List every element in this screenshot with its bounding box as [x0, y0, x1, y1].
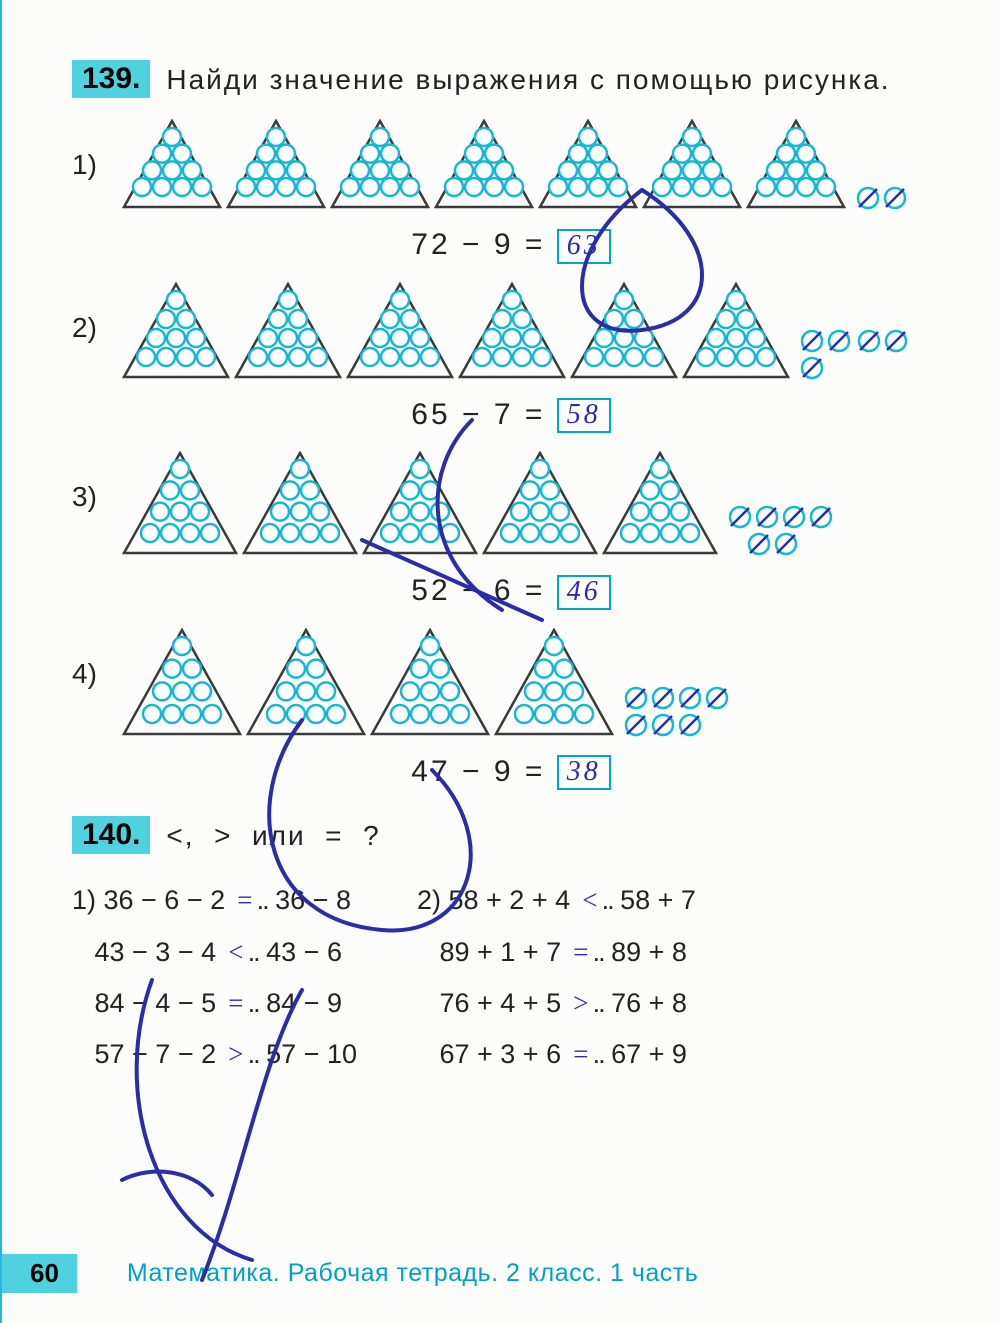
crossed-circle-icon	[747, 532, 771, 556]
extra-circles	[728, 505, 848, 560]
page-number: 60	[2, 1254, 77, 1293]
equation: 72 − 9 = 63	[72, 228, 950, 263]
task-140-header: 140. <, > или = ?	[72, 816, 950, 855]
triangle-icon	[226, 119, 326, 209]
crossed-circle-icon	[651, 713, 675, 737]
footer-text: Математика. Рабочая тетрадь. 2 класс. 1 …	[127, 1259, 698, 1288]
crossed-circle-icon	[857, 329, 881, 353]
equation: 47 − 9 = 38	[72, 755, 950, 790]
triangle-icon	[642, 119, 742, 209]
triangle-icon	[434, 119, 534, 209]
compare-row: 2) 58 + 2 + 4 <.. 58 + 7	[417, 875, 696, 926]
triangle-icon	[346, 282, 454, 379]
triangle-icon	[538, 119, 638, 209]
compare-op[interactable]: <	[224, 927, 248, 978]
subtask-label: 1)	[72, 119, 122, 181]
compare-op[interactable]: =	[224, 978, 248, 1029]
subtask-label: 2)	[72, 282, 122, 344]
triangle-icon	[122, 628, 242, 736]
crossed-circle-icon	[827, 329, 851, 353]
compare-row: 76 + 4 + 5 >.. 76 + 8	[417, 978, 696, 1029]
compare-op[interactable]: =	[569, 1029, 593, 1080]
answer-box[interactable]: 58	[557, 398, 611, 433]
equation: 65 − 7 = 58	[72, 398, 950, 433]
triangle-icon	[746, 119, 846, 209]
crossed-circle-icon	[624, 713, 648, 737]
compare-op[interactable]: =	[569, 927, 593, 978]
subtask-row: 3)	[72, 451, 950, 560]
page-footer: 60 Математика. Рабочая тетрадь. 2 класс.…	[2, 1254, 1000, 1293]
triangle-row	[122, 282, 920, 384]
task-prompt: Найди значение выражения с помощью рисун…	[166, 60, 890, 99]
crossed-circle-icon	[883, 186, 907, 210]
triangle-row	[122, 628, 744, 741]
compare-row: 43 − 3 − 4 <.. 43 − 6	[72, 927, 357, 978]
triangle-icon	[458, 282, 566, 379]
answer-box[interactable]: 38	[557, 755, 611, 790]
crossed-circle-icon	[624, 686, 648, 710]
crossed-circle-icon	[800, 329, 824, 353]
crossed-circle-icon	[800, 356, 824, 380]
task-139-items: 1) 72 − 9 = 63 2)	[72, 119, 950, 790]
triangle-icon	[494, 628, 614, 736]
compare-row: 57 − 7 − 2 >.. 57 − 10	[72, 1029, 357, 1080]
crossed-circle-icon	[678, 713, 702, 737]
compare-op[interactable]: >	[224, 1029, 248, 1080]
task-number-badge: 140.	[72, 816, 150, 854]
compare-op[interactable]: =	[233, 875, 257, 926]
triangle-icon	[482, 451, 598, 555]
triangle-icon	[570, 282, 678, 379]
triangle-icon	[370, 628, 490, 736]
crossed-circle-icon	[755, 505, 779, 529]
crossed-circle-icon	[651, 686, 675, 710]
triangle-icon	[242, 451, 358, 555]
compare-row: 67 + 3 + 6 =.. 67 + 9	[417, 1029, 696, 1080]
triangle-icon	[246, 628, 366, 736]
triangle-icon	[122, 119, 222, 209]
crossed-circle-icon	[728, 505, 752, 529]
compare-row: 89 + 1 + 7 =.. 89 + 8	[417, 927, 696, 978]
triangle-icon	[234, 282, 342, 379]
triangle-icon	[330, 119, 430, 209]
compare-row: 1) 36 − 6 − 2 =.. 36 − 8	[72, 875, 357, 926]
subtask-row: 4)	[72, 628, 950, 741]
extra-circles	[624, 686, 744, 741]
triangle-icon	[122, 282, 230, 379]
task-number-badge: 139.	[72, 60, 150, 98]
subtask-label: 4)	[72, 628, 122, 690]
crossed-circle-icon	[856, 186, 880, 210]
subtask-row: 1)	[72, 119, 950, 214]
crossed-circle-icon	[705, 686, 729, 710]
equation: 52 − 6 = 46	[72, 574, 950, 609]
compare-col-2: 2) 58 + 2 + 4 <.. 58 + 7 89 + 1 + 7 =.. …	[417, 875, 696, 1080]
triangle-icon	[602, 451, 718, 555]
crossed-circle-icon	[678, 686, 702, 710]
triangle-icon	[682, 282, 790, 379]
task-139-header: 139. Найди значение выражения с помощью …	[72, 60, 950, 99]
crossed-circle-icon	[774, 532, 798, 556]
task-prompt: <, > или = ?	[166, 816, 380, 855]
crossed-circle-icon	[884, 329, 908, 353]
answer-box[interactable]: 46	[557, 575, 611, 610]
triangle-icon	[122, 451, 238, 555]
crossed-circle-icon	[782, 505, 806, 529]
compare-op[interactable]: <	[578, 875, 602, 926]
compare-row: 84 − 4 − 5 =.. 84 − 9	[72, 978, 357, 1029]
triangle-row	[122, 119, 907, 214]
task-140-columns: 1) 36 − 6 − 2 =.. 36 − 8 43 − 3 − 4 <.. …	[72, 875, 950, 1080]
extra-circles	[856, 186, 907, 214]
compare-op[interactable]: >	[569, 978, 593, 1029]
workbook-page: 139. Найди значение выражения с помощью …	[0, 0, 1000, 1323]
subtask-label: 3)	[72, 451, 122, 513]
triangle-icon	[362, 451, 478, 555]
compare-col-1: 1) 36 − 6 − 2 =.. 36 − 8 43 − 3 − 4 <.. …	[72, 875, 357, 1080]
crossed-circle-icon	[809, 505, 833, 529]
extra-circles	[800, 329, 920, 384]
triangle-row	[122, 451, 848, 560]
answer-box[interactable]: 63	[557, 229, 611, 264]
subtask-row: 2)	[72, 282, 950, 384]
